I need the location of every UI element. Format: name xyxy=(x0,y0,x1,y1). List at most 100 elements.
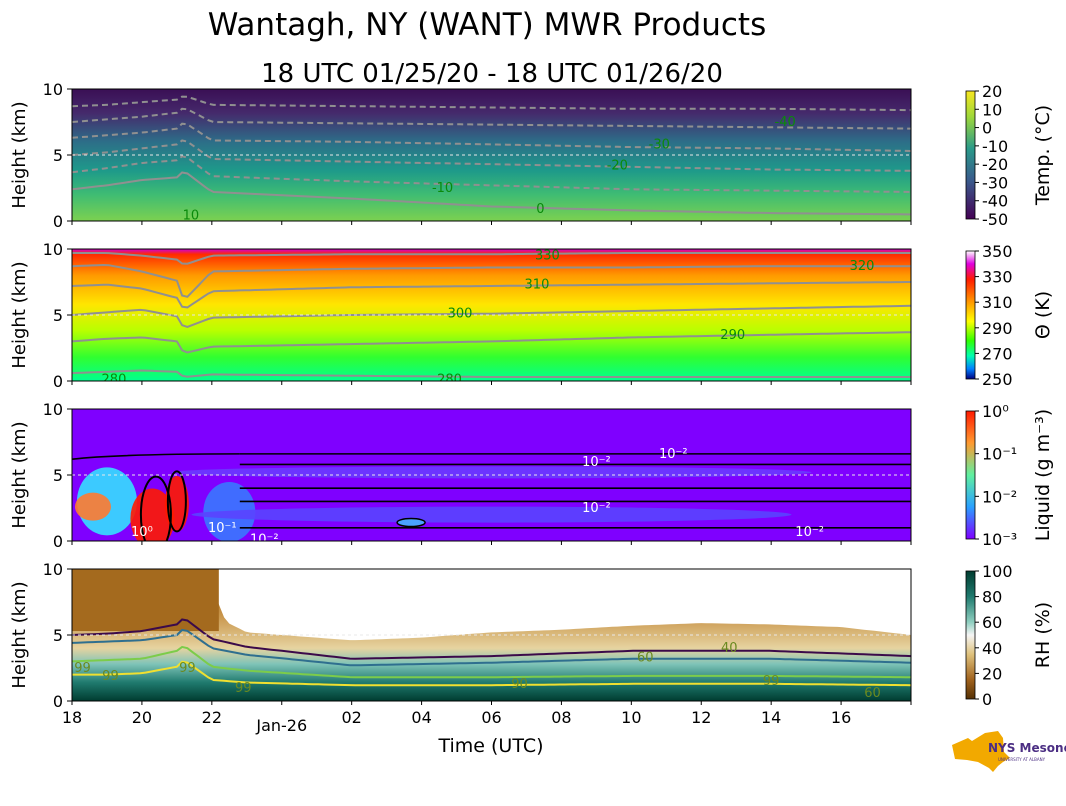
rh-contour-line xyxy=(72,628,911,667)
liquid_water-panel: 10⁻² 10⁻² 10⁻² 10⁻² 10⁻² 10⁻¹ 10⁰ 0 5 10 Height (k… xyxy=(9,400,912,551)
colorbar-tick-label: 10⁰ xyxy=(982,402,1009,421)
contour-label: 60 xyxy=(864,686,881,701)
x-tick-label: 02 xyxy=(341,708,361,727)
y-tick-label: 10 xyxy=(43,400,63,419)
contour-label: 10⁰ xyxy=(131,525,153,540)
colorbar-tick-label: 250 xyxy=(982,370,1013,389)
y-tick-label: 0 xyxy=(53,692,63,711)
isotherm-line xyxy=(72,95,911,112)
colorbar-tick-label: 20 xyxy=(982,664,1002,683)
colorbar-tick-label: 10⁻¹ xyxy=(982,445,1017,464)
relative_humidity-panel: 99 99 99 99 90 99 60 40 60 0 5 10 Height (km) xyxy=(9,560,912,711)
colorbar-label: Liquid (g m⁻³) xyxy=(1032,409,1054,541)
nys-mesonet-logo: NYS Mesonet UNIVERSITY AT ALBANY xyxy=(952,731,1066,772)
cloud-region xyxy=(191,506,792,523)
rh-dry-region xyxy=(72,569,911,641)
figure-subtitle: 18 UTC 01/25/20 - 18 UTC 01/26/20 xyxy=(261,59,723,89)
x-tick-label: 10 xyxy=(621,708,641,727)
contour-label: 10 xyxy=(183,209,200,224)
contour-label: 99 xyxy=(179,661,196,676)
isentrope-line xyxy=(72,263,911,298)
colorbar-tick-label: -40 xyxy=(982,192,1008,211)
colorbar-tick-label: 290 xyxy=(982,319,1013,338)
figure-title: Wantagh, NY (WANT) MWR Products xyxy=(208,7,766,43)
isotherm-line xyxy=(72,171,911,216)
contour-label: 10⁻² xyxy=(659,447,688,462)
isentrope-line xyxy=(72,331,911,354)
new-york-state-shape-icon xyxy=(952,731,1010,772)
y-tick-label: 0 xyxy=(53,372,63,391)
colorbar-tick-label: -10 xyxy=(982,137,1008,156)
colorbar-label: RH (%) xyxy=(1032,602,1054,668)
y-tick-label: 0 xyxy=(53,532,63,551)
colorbar-label: Temp. (°C) xyxy=(1032,105,1054,206)
colorbar-tick-label: 10 xyxy=(982,100,1002,119)
contour-label: 290 xyxy=(720,328,745,343)
x-tick-label: Jan-26 xyxy=(255,716,307,735)
isentrope-line xyxy=(72,369,911,378)
colorbar-tick-label: 60 xyxy=(982,613,1002,632)
y-tick-label: 10 xyxy=(43,560,63,579)
liquid-contour-line xyxy=(396,517,426,528)
contour-label: 99 xyxy=(74,661,91,676)
x-tick-label: 06 xyxy=(481,708,501,727)
colorbar-tick-label: 20 xyxy=(982,82,1002,101)
colorbar-scale xyxy=(965,410,976,540)
rh-contour-line xyxy=(72,618,911,660)
potential_temperature-panel: 280 280 290 300 310 320 330 0 5 10 Height (km) xyxy=(9,240,912,391)
potential_temperature-colorbar: 350 330 310 290 270 250 Θ (K) xyxy=(965,242,1054,389)
contour-label: -10 xyxy=(432,181,453,196)
colorbar-tick-label: 350 xyxy=(982,242,1013,261)
colorbar-tick-label: 40 xyxy=(982,639,1002,658)
x-tick-label: 20 xyxy=(132,708,152,727)
contour-label: -40 xyxy=(775,115,796,130)
colorbar-tick-label: 310 xyxy=(982,293,1013,312)
liquid-contour-line xyxy=(139,475,172,541)
colorbar-scale xyxy=(965,90,976,220)
cloud-region xyxy=(74,492,111,521)
rh-high-moisture-column xyxy=(72,569,219,632)
colorbar-label: Θ (K) xyxy=(1032,291,1054,339)
x-tick-label: 04 xyxy=(411,708,431,727)
relative_humidity-colorbar: 100 80 60 40 20 0 RH (%) xyxy=(965,562,1054,709)
x-tick-label: 08 xyxy=(551,708,571,727)
rh-contour-line xyxy=(72,660,911,687)
liquid_water-colorbar: 10⁰ 10⁻¹ 10⁻² 10⁻³ Liquid (g m⁻³) xyxy=(965,402,1054,549)
isentrope-line xyxy=(72,281,911,309)
colorbar-tick-label: 0 xyxy=(982,119,992,138)
isentrope-line xyxy=(72,252,911,265)
y-tick-label: 10 xyxy=(43,80,63,99)
liquid-contour-line xyxy=(72,453,240,460)
y-axis-label: Height (km) xyxy=(9,261,30,368)
contour-label: 10⁻² xyxy=(250,533,279,548)
x-tick-label: 22 xyxy=(202,708,222,727)
y-tick-label: 0 xyxy=(53,212,63,231)
colorbar-scale xyxy=(965,250,976,380)
x-tick-label: 16 xyxy=(831,708,851,727)
y-tick-label: 10 xyxy=(43,240,63,259)
colorbar-tick-label: -50 xyxy=(982,210,1008,229)
contour-label: 330 xyxy=(535,249,560,264)
contour-label: 280 xyxy=(437,373,462,388)
temperature-panel: 10 0 -10 -20 -30 -40 0 5 10 Height (km) xyxy=(9,80,912,231)
contour-label: 60 xyxy=(637,650,654,665)
colorbar-tick-label: 80 xyxy=(982,588,1002,607)
x-tick-label: 14 xyxy=(761,708,781,727)
contour-label: 99 xyxy=(102,669,119,684)
contour-label: 0 xyxy=(536,202,544,217)
contour-label: 90 xyxy=(511,677,528,692)
colorbar-tick-label: -20 xyxy=(982,155,1008,174)
contour-label: 310 xyxy=(525,278,550,293)
contour-label: 99 xyxy=(235,681,252,696)
y-tick-label: 5 xyxy=(53,146,63,165)
y-axis-label: Height (km) xyxy=(9,581,30,688)
contour-label: -20 xyxy=(607,159,628,174)
x-tick-label: 12 xyxy=(691,708,711,727)
contour-label: 10⁻¹ xyxy=(208,521,237,536)
potential_temperature-field xyxy=(72,249,911,381)
colorbar-scale xyxy=(965,570,976,700)
logo-text: NYS Mesonet xyxy=(988,741,1066,755)
contour-label: 10⁻² xyxy=(582,501,611,516)
